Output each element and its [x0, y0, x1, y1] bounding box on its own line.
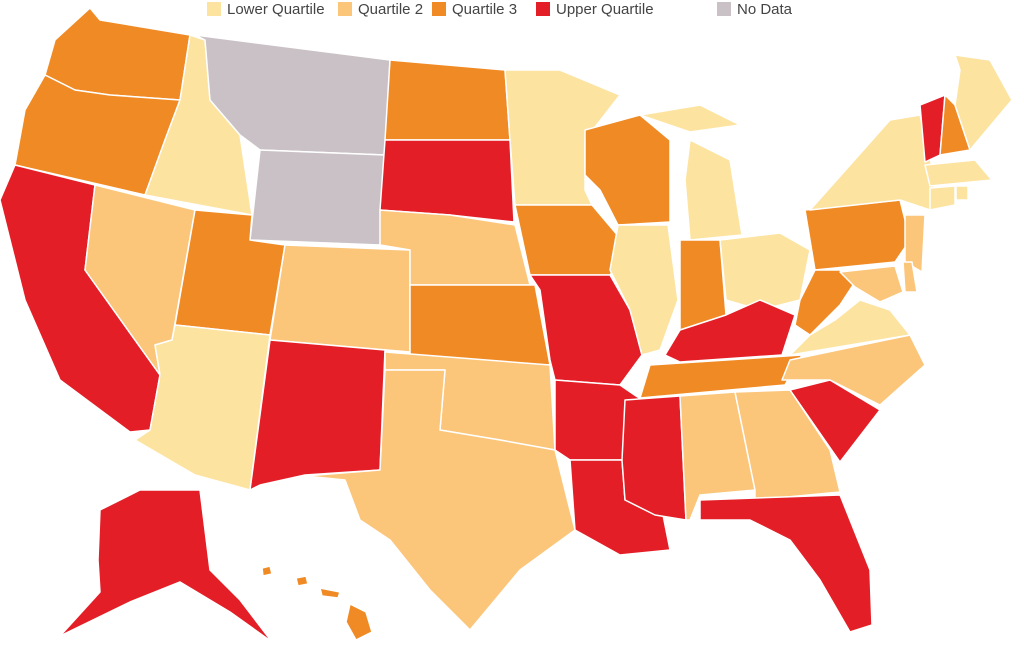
state-region: [304, 369, 576, 631]
state-region: [664, 299, 796, 363]
legend-label: No Data: [737, 1, 793, 18]
legend-label: Quartile 2: [358, 1, 423, 18]
legend-swatch: [207, 2, 221, 16]
state-region: [379, 139, 515, 223]
state-region: [924, 159, 993, 187]
state-region: [684, 139, 743, 241]
state-region: [699, 494, 873, 633]
state-region: [719, 232, 811, 311]
state-region: [134, 324, 271, 491]
state-region: [954, 54, 1013, 151]
state-region: [789, 379, 881, 463]
legend-label: Quartile 3: [452, 1, 517, 18]
state-region: [621, 395, 687, 521]
state-region: [809, 114, 936, 211]
state-region: [639, 104, 741, 133]
state-region: [409, 284, 551, 366]
state-region: [639, 354, 803, 399]
state-region: [295, 575, 309, 587]
state-region: [504, 69, 621, 206]
legend-swatch: [338, 2, 352, 16]
state-region: [839, 265, 904, 303]
state-region: [59, 489, 273, 643]
state-region: [261, 565, 273, 577]
state-region: [781, 334, 926, 406]
legend-swatch: [536, 2, 550, 16]
state-region: [804, 199, 911, 271]
legend-swatch: [432, 2, 446, 16]
legend-swatch: [717, 2, 731, 16]
state-region: [269, 244, 411, 353]
state-region: [904, 214, 926, 273]
state-region: [345, 603, 373, 641]
state-region: [609, 224, 679, 356]
state-region: [929, 185, 956, 211]
state-region: [249, 339, 386, 491]
legend-label: Lower Quartile: [227, 1, 325, 18]
state-region: [249, 149, 386, 246]
state-region: [384, 59, 511, 141]
state-region: [584, 114, 671, 226]
legend-label: Upper Quartile: [556, 1, 654, 18]
regions: [0, 7, 1013, 643]
state-region: [902, 261, 918, 293]
state-region: [319, 587, 341, 599]
state-region: [955, 185, 969, 201]
